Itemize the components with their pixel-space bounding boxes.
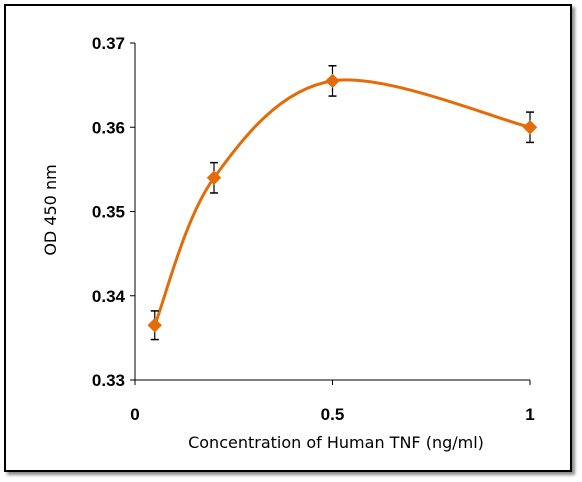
x-axis-title: Concentration of Human TNF (ng/ml): [188, 433, 484, 452]
data-point-marker: [522, 120, 538, 135]
series-line: [153, 78, 531, 326]
y-tick-label: 0.34: [92, 287, 126, 306]
y-ticks: 0.33 0.34 0.35 0.36 0.37: [92, 34, 135, 390]
x-tick-label: 0: [130, 405, 139, 424]
data-point-marker: [206, 170, 222, 186]
y-tick-label: 0.33: [92, 371, 125, 390]
x-tick-label: 0.5: [321, 405, 345, 424]
x-ticks: 0 0.5 1: [130, 380, 535, 424]
chart-frame: [4, 4, 572, 472]
x-tick-label: 1: [525, 405, 534, 424]
data-point-marker: [147, 318, 162, 333]
series-layer: [147, 64, 538, 341]
y-tick-label: 0.37: [92, 34, 125, 53]
y-tick-label: 0.36: [92, 118, 125, 137]
y-tick-label: 0.35: [92, 203, 125, 222]
y-axis-title: OD 450 nm: [41, 164, 60, 255]
data-point-marker: [325, 73, 340, 89]
